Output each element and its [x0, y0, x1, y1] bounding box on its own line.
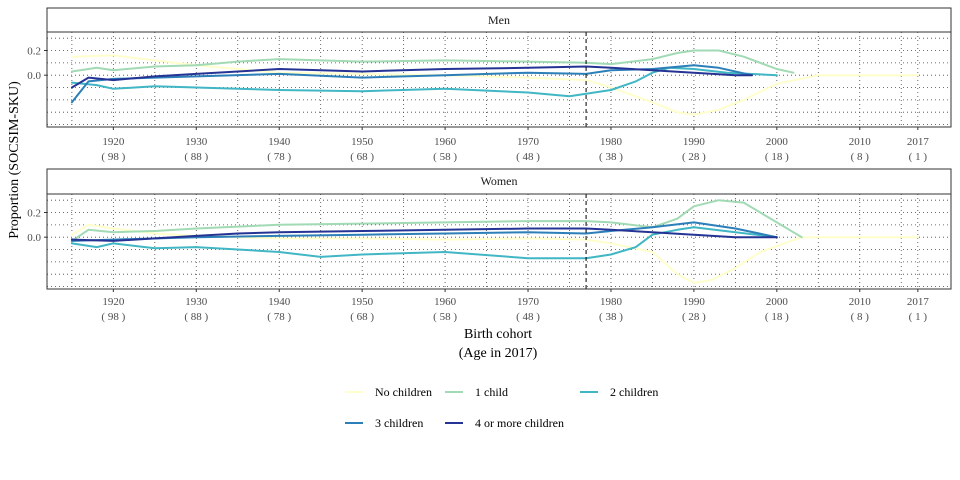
x-tick-label: 1920	[102, 296, 125, 308]
legend-item-no-children: No children	[345, 385, 432, 399]
x-tick-age-label: ( 38 )	[599, 151, 623, 163]
x-tick-label: 1960	[434, 136, 457, 148]
y-tick-label: 0.0	[27, 70, 41, 82]
series-line-1-child	[70, 199, 803, 242]
x-tick-label: 2017	[907, 296, 930, 308]
x-tick-label: 1950	[351, 296, 374, 308]
x-tick-age-label: ( 1 )	[909, 311, 928, 323]
legend-item-4-or-more-children: 4 or more children	[445, 416, 564, 430]
panels: Men 0.2 0.0 1920 ( 98 ) 1930 ( 88 ) 1940 ( 78 ) 1…	[27, 7, 952, 323]
x-tick-label: 1970	[517, 296, 540, 308]
legend: No children 1 child 2 children 3 children 4 …	[345, 385, 658, 430]
panel-title: Women	[480, 174, 517, 188]
grid	[47, 32, 951, 127]
x-tick-label: 2000	[766, 296, 789, 308]
x-tick-age-label: ( 68 )	[350, 151, 374, 163]
legend-label: 3 children	[375, 416, 423, 430]
panel-border	[46, 193, 952, 290]
x-tick-age-label: ( 58 )	[433, 311, 457, 323]
x-tick-age-label: ( 28 )	[682, 311, 706, 323]
x-tick-label: 2010	[849, 136, 872, 148]
y-axis-title: Proportion (SOCSIM-SKU)	[7, 81, 22, 239]
x-tick-age-label: ( 88 )	[184, 151, 208, 163]
x-tick-age-label: ( 28 )	[682, 151, 706, 163]
x-tick-label: 1950	[351, 136, 374, 148]
legend-item-2-children: 2 children	[580, 385, 658, 399]
panel-title: Men	[488, 13, 510, 27]
legend-label: 4 or more children	[475, 416, 564, 430]
x-tick-label: 1930	[185, 136, 208, 148]
x-tick-label: 1990	[683, 136, 706, 148]
series-line-1-child	[70, 49, 795, 74]
x-tick-age-label: ( 48 )	[516, 151, 540, 163]
series-line-no-children	[70, 223, 919, 284]
x-tick-label: 1990	[683, 296, 706, 308]
x-tick-age-label: ( 98 )	[101, 311, 125, 323]
x-tick-age-label: ( 68 )	[350, 311, 374, 323]
legend-item-1-child: 1 child	[445, 385, 508, 399]
x-tick-age-label: ( 98 )	[101, 151, 125, 163]
x-tick-label: 1940	[268, 296, 291, 308]
panel-border	[46, 31, 952, 128]
x-tick-age-label: ( 88 )	[184, 311, 208, 323]
y-tick-label: 0.2	[27, 208, 41, 220]
x-axis-title: Birth cohort	[464, 327, 532, 342]
grid	[47, 194, 951, 289]
x-tick-label: 1980	[600, 136, 623, 148]
x-tick-age-label: ( 18 )	[765, 311, 789, 323]
x-tick-label: 1960	[434, 296, 457, 308]
panel-women: Women 0.2 0.0 1920 ( 98 ) 1930 ( 88 ) 1940 ( 78 …	[27, 168, 952, 323]
panel-strip	[46, 168, 952, 195]
x-tick-age-label: ( 8 )	[851, 151, 870, 163]
y-tick-label: 0.2	[27, 46, 41, 58]
x-tick-label: 1940	[268, 136, 291, 148]
x-tick-age-label: ( 8 )	[851, 311, 870, 323]
panel-men: Men 0.2 0.0 1920 ( 98 ) 1930 ( 88 ) 1940 ( 78 ) 1…	[27, 7, 952, 163]
y-tick-label: 0.0	[27, 232, 41, 244]
legend-label: 2 children	[610, 385, 658, 399]
x-tick-age-label: ( 38 )	[599, 311, 623, 323]
series-line-3-children	[70, 221, 778, 242]
x-tick-label: 1930	[185, 296, 208, 308]
x-tick-age-label: ( 18 )	[765, 151, 789, 163]
x-tick-label: 1920	[102, 136, 125, 148]
x-tick-label: 2010	[849, 296, 872, 308]
x-tick-age-label: ( 78 )	[267, 151, 291, 163]
legend-label: No children	[375, 385, 432, 399]
x-tick-label: 1980	[600, 296, 623, 308]
legend-label: 1 child	[475, 385, 508, 399]
x-tick-age-label: ( 78 )	[267, 311, 291, 323]
panel-strip	[46, 7, 952, 33]
x-tick-label: 2000	[766, 136, 789, 148]
series-line-2-children	[70, 226, 778, 260]
x-tick-label: 2017	[907, 136, 930, 148]
legend-item-3-children: 3 children	[345, 416, 423, 430]
x-tick-age-label: ( 48 )	[516, 311, 540, 323]
x-tick-age-label: ( 1 )	[909, 151, 928, 163]
x-tick-age-label: ( 58 )	[433, 151, 457, 163]
series-line-4-or-more-children	[70, 65, 753, 89]
series-line-4-or-more-children	[70, 227, 778, 242]
x-tick-label: 1970	[517, 136, 540, 148]
x-axis-subtitle: (Age in 2017)	[459, 346, 538, 361]
